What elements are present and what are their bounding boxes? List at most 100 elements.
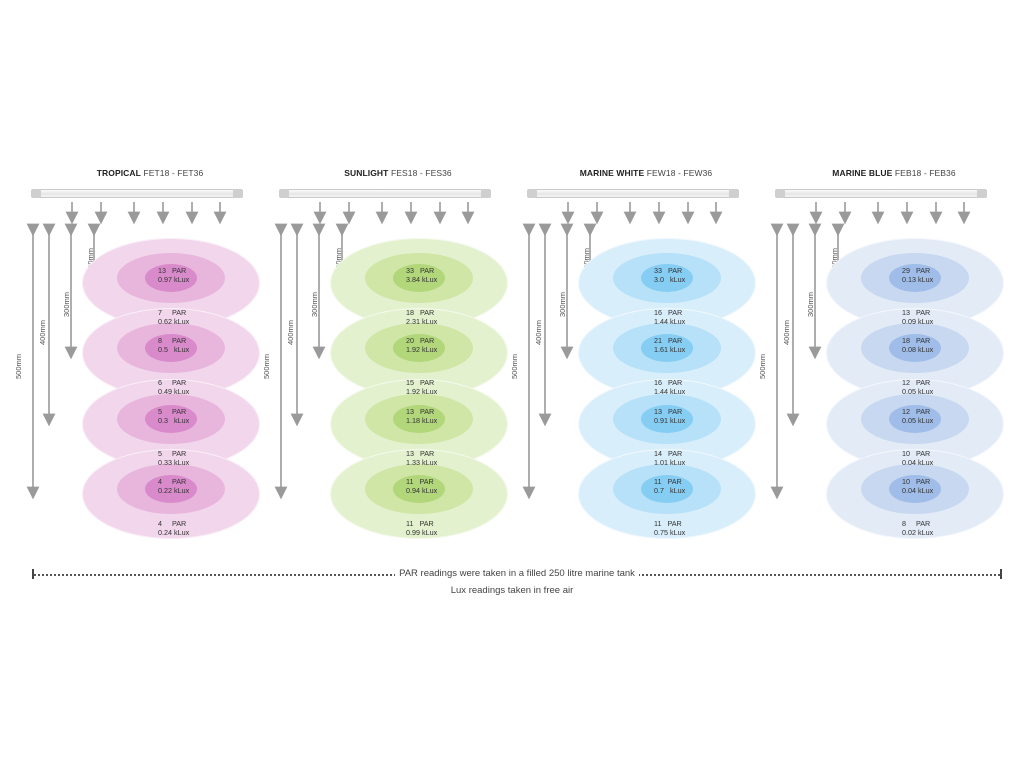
lux-value: 0.24 kLux: [158, 528, 190, 537]
par-value: 16 PAR: [654, 378, 683, 387]
dim-label-300: 300mm: [62, 291, 72, 318]
core-reading: 33 PAR 3.0 kLux: [654, 266, 685, 284]
par-value: 10 PAR: [902, 449, 931, 458]
edge-reading: 8 PAR 0.02 kLux: [902, 519, 933, 537]
rule-tick-left: [32, 569, 34, 579]
panel-title: SUNLIGHT FES18 - FES36: [273, 168, 523, 178]
lux-value: 0.04 kLux: [902, 458, 934, 467]
dim-label-500: 500mm: [510, 353, 520, 380]
lamp-name: MARINE BLUE: [832, 168, 893, 178]
par-value: 7 PAR: [158, 308, 187, 317]
par-value: 21 PAR: [654, 336, 683, 345]
lux-value: 1.44 kLux: [654, 387, 686, 396]
par-value: 18 PAR: [406, 308, 435, 317]
par-value: 15 PAR: [406, 378, 435, 387]
edge-reading: 14 PAR 1.01 kLux: [654, 449, 685, 467]
lux-value: 0.09 kLux: [902, 317, 934, 326]
lux-value: 0.22 kLux: [158, 486, 190, 495]
lux-value: 3.84 kLux: [406, 275, 438, 284]
par-value: 4 PAR: [158, 519, 187, 528]
dim-label-400: 400mm: [286, 319, 296, 346]
par-value: 11 PAR: [654, 477, 682, 486]
core-reading: 20 PAR 1.92 kLux: [406, 336, 437, 354]
core-reading: 13 PAR 0.91 kLux: [654, 407, 685, 425]
par-value: 5 PAR: [158, 407, 187, 416]
lamp-name: MARINE WHITE: [579, 168, 645, 178]
par-value: 11 PAR: [654, 519, 682, 528]
par-value: 13 PAR: [158, 266, 187, 275]
par-value: 33 PAR: [406, 266, 435, 275]
panel-tropical: TROPICAL FET18 - FET36 200mm 300mm 400mm…: [14, 160, 275, 550]
lux-value: 1.44 kLux: [654, 317, 686, 326]
edge-reading: 10 PAR 0.04 kLux: [902, 449, 933, 467]
dim-label-500: 500mm: [14, 353, 24, 380]
edge-reading: 13 PAR 0.09 kLux: [902, 308, 933, 326]
lux-value: 0.5 kLux: [158, 345, 190, 354]
light-spread-core: [889, 264, 941, 292]
core-reading: 11 PAR 0.94 kLux: [406, 477, 437, 495]
panel-title: TROPICAL FET18 - FET36: [25, 168, 275, 178]
lux-value: 0.97 kLux: [158, 275, 190, 284]
edge-reading: 4 PAR 0.24 kLux: [158, 519, 189, 537]
core-reading: 33 PAR 3.84 kLux: [406, 266, 437, 284]
dim-label-400: 400mm: [782, 319, 792, 346]
arrows-layer: [274, 202, 475, 500]
dim-label-400: 400mm: [534, 319, 544, 346]
lux-note: Lux readings taken in free air: [450, 585, 574, 596]
core-reading: 5 PAR 0.3 kLux: [158, 407, 189, 425]
par-value: 11 PAR: [406, 477, 434, 486]
edge-reading: 7 PAR 0.62 kLux: [158, 308, 189, 326]
edge-reading: 5 PAR 0.33 kLux: [158, 449, 189, 467]
light-spread-core: [393, 475, 445, 503]
light-spread-core: [641, 405, 693, 433]
panel-sunlight: SUNLIGHT FES18 - FES36 200mm 300mm 400mm…: [262, 160, 523, 550]
lux-value: 1.92 kLux: [406, 345, 438, 354]
light-spread-core: [641, 264, 693, 292]
lux-value: 0.05 kLux: [902, 416, 934, 425]
core-reading: 29 PAR 0.13 kLux: [902, 266, 933, 284]
lux-value: 0.13 kLux: [902, 275, 934, 284]
par-value: 4 PAR: [158, 477, 187, 486]
lux-value: 1.33 kLux: [406, 458, 438, 467]
edge-reading: 11 PAR 0.99 kLux: [406, 519, 437, 537]
lux-value: 0.08 kLux: [902, 345, 934, 354]
core-reading: 21 PAR 1.61 kLux: [654, 336, 685, 354]
par-value: 12 PAR: [902, 407, 931, 416]
lux-value: 0.91 kLux: [654, 416, 686, 425]
par-value: 5 PAR: [158, 449, 187, 458]
edge-reading: 13 PAR 1.33 kLux: [406, 449, 437, 467]
light-spread-core: [393, 405, 445, 433]
panel-title: MARINE BLUE FEB18 - FEB36: [769, 168, 1019, 178]
lux-value: 1.61 kLux: [654, 345, 686, 354]
lamp-models: FEB18 - FEB36: [894, 168, 956, 178]
lux-value: 2.31 kLux: [406, 317, 438, 326]
lux-value: 0.7 kLux: [654, 486, 686, 495]
core-reading: 13 PAR 1.18 kLux: [406, 407, 437, 425]
lux-value: 0.62 kLux: [158, 317, 190, 326]
par-value: 10 PAR: [902, 477, 931, 486]
light-spread-core: [145, 334, 197, 362]
par-value: 18 PAR: [902, 336, 931, 345]
par-value: 20 PAR: [406, 336, 435, 345]
par-value: 11 PAR: [406, 519, 434, 528]
edge-reading: 16 PAR 1.44 kLux: [654, 378, 685, 396]
par-value: 8 PAR: [902, 519, 931, 528]
lux-value: 3.0 kLux: [654, 275, 686, 284]
dim-label-300: 300mm: [558, 291, 568, 318]
dim-label-400: 400mm: [38, 319, 48, 346]
lux-value: 0.04 kLux: [902, 486, 934, 495]
dim-label-500: 500mm: [262, 353, 272, 380]
par-value: 33 PAR: [654, 266, 683, 275]
edge-reading: 6 PAR 0.49 kLux: [158, 378, 189, 396]
lux-value: 1.01 kLux: [654, 458, 686, 467]
lux-value: 0.94 kLux: [406, 486, 438, 495]
panel-marine-white: MARINE WHITE FEW18 - FEW36 200mm 300mm 4…: [510, 160, 771, 550]
edge-reading: 12 PAR 0.05 kLux: [902, 378, 933, 396]
lux-value: 0.49 kLux: [158, 387, 190, 396]
lamp-name: SUNLIGHT: [344, 168, 389, 178]
light-spread-core: [889, 475, 941, 503]
core-reading: 10 PAR 0.04 kLux: [902, 477, 933, 495]
lux-value: 0.3 kLux: [158, 416, 190, 425]
par-value: 8 PAR: [158, 336, 187, 345]
lux-value: 0.02 kLux: [902, 528, 934, 537]
